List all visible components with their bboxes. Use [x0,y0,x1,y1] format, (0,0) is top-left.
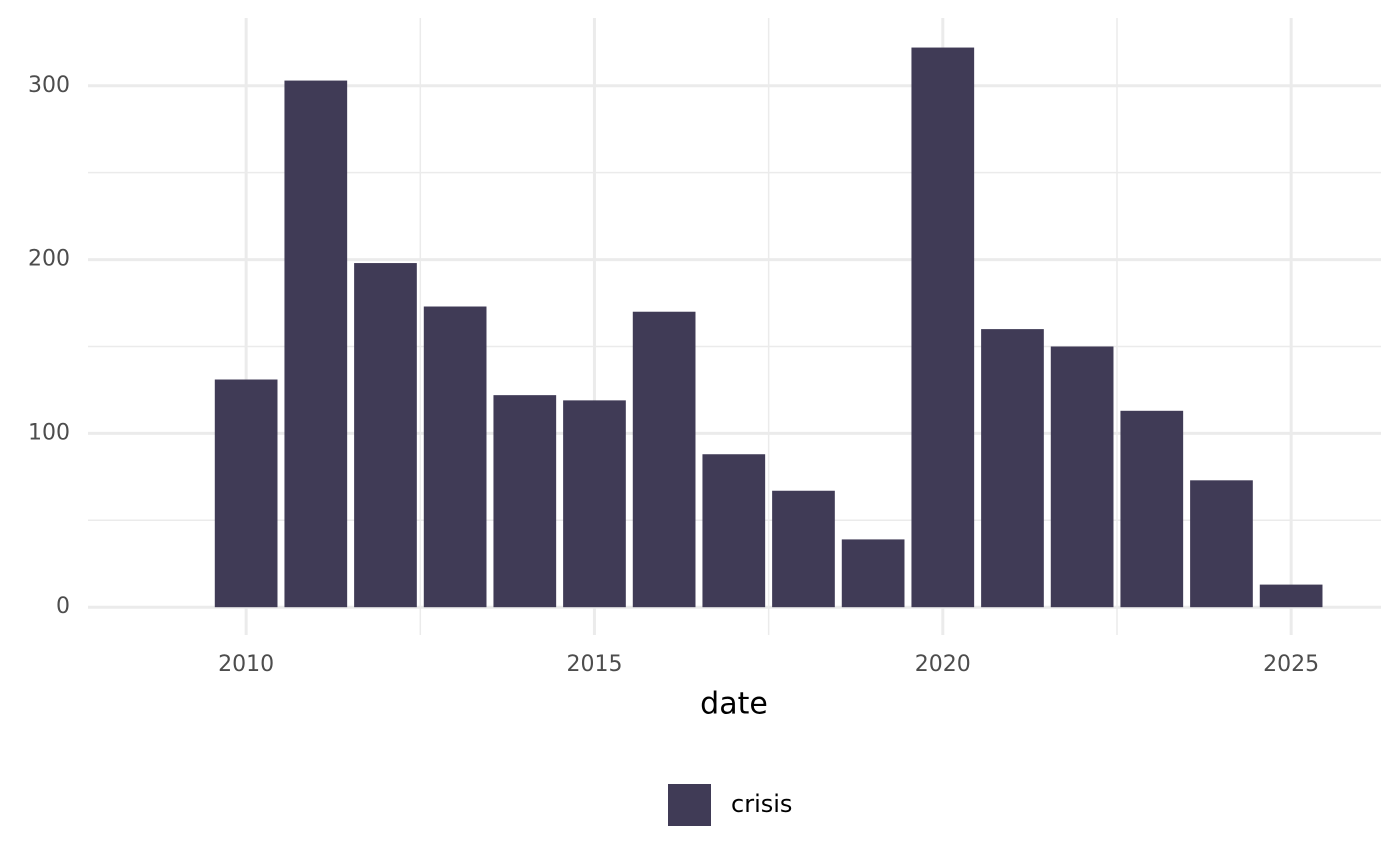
bar [702,454,766,608]
bar [981,329,1044,608]
legend-label: crisis [731,790,792,818]
bar [911,47,975,608]
y-tick-label: 0 [56,594,70,619]
legend-key [668,784,711,826]
x-tick-label: 2020 [915,652,971,677]
bar [1120,410,1184,608]
x-tick-label: 2010 [218,652,274,677]
bar [423,306,487,608]
bar [1190,480,1253,608]
bar [214,379,278,608]
y-tick-label: 300 [28,73,70,98]
y-tick-label: 100 [28,420,70,445]
bar [284,80,348,608]
bar [841,539,905,608]
bar [772,490,835,608]
bar [493,395,557,608]
bar [632,311,696,608]
x-axis-label: date [700,687,768,722]
bar [563,400,626,608]
x-tick-label: 2025 [1263,652,1319,677]
bar [1259,584,1323,608]
x-tick-label: 2015 [566,652,622,677]
y-tick-label: 200 [28,247,70,272]
bar [1050,346,1114,608]
bar [354,263,417,608]
